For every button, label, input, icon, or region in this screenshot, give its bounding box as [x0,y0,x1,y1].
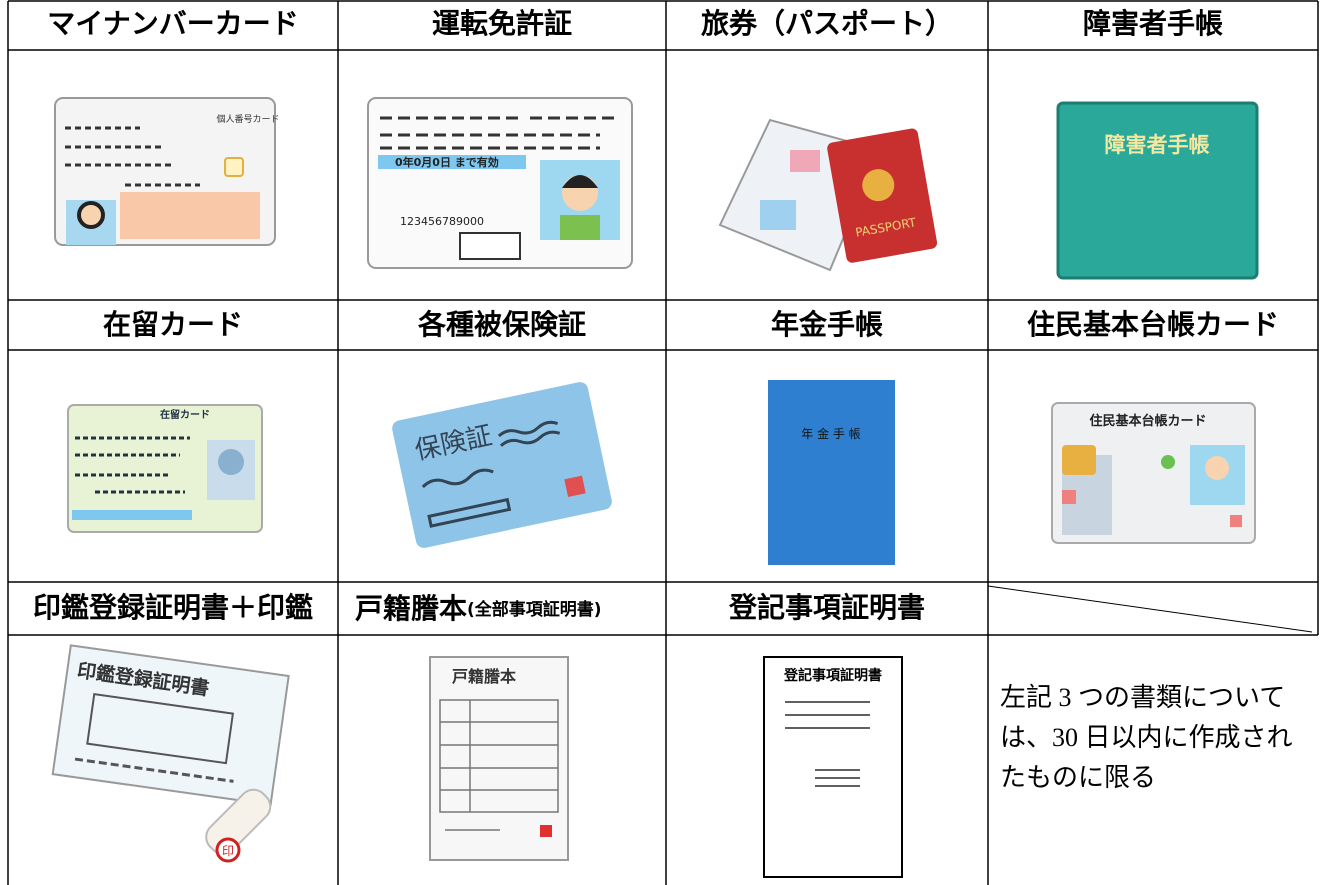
seal-certificate: 印鑑登録証明書 印 [51,644,290,863]
header: 在留カード [103,308,243,341]
registry-document: 登記事項証明書 [763,656,903,878]
note: 左記 3 つの書類については、30 日以内に作成されたものに限る [1000,683,1293,792]
card-text: 0年0月0日 まで有効 [395,155,499,169]
card-text: 個人番号カード [216,113,279,125]
card-text: 住民基本台帳カード [1089,413,1206,429]
header: 障害者手帳 [1083,7,1223,40]
mynumber-card: 個人番号カード [54,97,280,246]
grid [7,0,1319,885]
book-title: 障害者手帳 [1105,133,1210,157]
license: 0年0月0日 まで有効 123456789000 [367,97,633,269]
insurance-card: 保険証 [392,382,612,548]
koseki-document: 戸籍謄本 [429,656,569,861]
header: 戸籍謄本(全部事項証明書) [355,592,602,625]
header-sub: (全部事項証明書) [467,599,602,620]
residence-card: 在留カード [67,404,263,533]
header: 運転免許証 [432,7,572,40]
doc-title: 戸籍謄本 [452,667,516,686]
header: 年金手帳 [771,308,883,341]
header: 登記事項証明書 [728,591,925,624]
passport: PASSPORT [718,118,938,272]
card-text: 在留カード [160,408,210,421]
disability-book: 障害者手帳 [1056,101,1259,280]
header: 住民基本台帳カード [1027,308,1279,341]
doc-title: 登記事項証明書 [783,667,882,684]
pension-book: 年 金 手 帳 [768,380,895,565]
header-main: 戸籍謄本 [355,592,467,625]
book-title: 年 金 手 帳 [801,426,860,441]
header: 旅券（パスポート） [701,7,953,40]
card-text: 123456789000 [400,215,484,228]
juki-card: 住民基本台帳カード [1051,402,1256,544]
seal-text: 印 [222,844,234,858]
header: 各種被保険証 [417,308,586,341]
header: マイナンバーカード [47,7,298,40]
header: 印鑑登録証明書＋印鑑 [33,591,313,624]
